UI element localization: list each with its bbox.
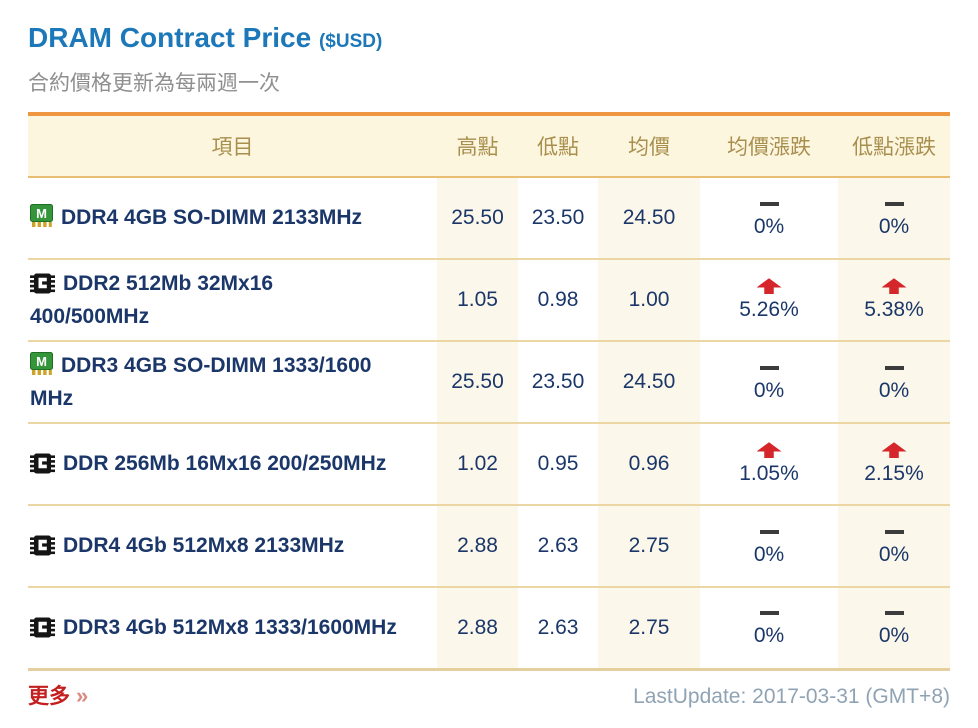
low-change-percent: 0% <box>878 214 910 238</box>
low-change-percent: 0% <box>878 542 910 566</box>
table-row: M DDR3 4GB SO-DIMM 1333/1600 MHz 25.50 2… <box>28 341 950 425</box>
product-name: DDR4 4Gb 512Mx8 2133MHz <box>63 534 345 558</box>
price-table-body: M DDR4 4GB SO-DIMM 2133MHz 25.50 23.50 2… <box>28 177 950 671</box>
avg-change-cell: 5.26% <box>700 259 838 343</box>
low-change-percent: 2.15% <box>864 462 924 486</box>
product-cell: DDR2 512Mb 32Mx16 400/500MHz <box>28 259 437 343</box>
avg-change-percent: 0% <box>753 378 785 402</box>
more-link[interactable]: 更多» <box>28 680 88 710</box>
high-price: 25.50 <box>437 341 518 425</box>
avg-price: 1.00 <box>598 259 700 343</box>
product-cell: DDR3 4Gb 512Mx8 1333/1600MHz <box>28 587 437 671</box>
table-header-row: 項目 高點 低點 均價 均價漲跌 低點漲跌 <box>28 114 950 179</box>
avg-change-percent: 0% <box>753 624 785 648</box>
product-name: DDR3 4GB SO-DIMM 1333/1600 MHz <box>30 353 372 411</box>
avg-change-cell: 0% <box>700 341 838 425</box>
price-table: 項目 高點 低點 均價 均價漲跌 低點漲跌 M DDR4 4GB SO-DIMM… <box>28 112 950 671</box>
low-price: 23.50 <box>518 341 598 425</box>
column-header-high: 高點 <box>437 114 518 179</box>
column-header-avg-change: 均價漲跌 <box>700 114 838 179</box>
low-change-percent: 5.38% <box>864 298 924 322</box>
last-update-timestamp: LastUpdate: 2017-03-31 (GMT+8) <box>633 684 950 708</box>
svg-text:M: M <box>36 206 47 221</box>
double-chevron-right-icon: » <box>76 682 89 708</box>
chip-icon <box>30 535 55 556</box>
column-header-avg: 均價 <box>598 114 700 179</box>
table-row: DDR 256Mb 16Mx16 200/250MHz 1.02 0.95 0.… <box>28 423 950 507</box>
table-row: DDR2 512Mb 32Mx16 400/500MHz 1.05 0.98 1… <box>28 259 950 343</box>
avg-price: 0.96 <box>598 423 700 507</box>
product-name: DDR3 4Gb 512Mx8 1333/1600MHz <box>63 616 397 640</box>
high-price: 2.88 <box>437 505 518 589</box>
low-price: 23.50 <box>518 177 598 261</box>
low-change-cell: 5.38% <box>838 259 950 343</box>
product-name: DDR 256Mb 16Mx16 200/250MHz <box>63 452 387 476</box>
flat-dash-icon <box>759 529 779 534</box>
up-arrow-icon <box>881 278 907 295</box>
low-change-percent: 0% <box>878 378 910 402</box>
product-name: DDR4 4GB SO-DIMM 2133MHz <box>61 206 363 230</box>
flat-dash-icon <box>759 201 779 206</box>
flat-dash-icon <box>884 529 904 534</box>
avg-change-percent: 0% <box>753 214 785 238</box>
currency-note: ($USD) <box>318 31 383 52</box>
avg-change-cell: 0% <box>700 505 838 589</box>
module-icon: M <box>30 204 53 228</box>
product-name: DDR2 512Mb 32Mx16 400/500MHz <box>30 271 274 329</box>
product-cell: M DDR3 4GB SO-DIMM 1333/1600 MHz <box>28 341 437 425</box>
table-footer: 更多» LastUpdate: 2017-03-31 (GMT+8) <box>28 680 950 710</box>
dram-contract-price-widget: DRAM Contract Price ($USD) 合約價格更新為每兩週一次 … <box>28 22 950 710</box>
column-header-item: 項目 <box>28 114 437 179</box>
up-arrow-icon <box>756 278 782 295</box>
avg-change-percent: 5.26% <box>739 298 799 322</box>
chip-icon <box>30 273 55 294</box>
flat-dash-icon <box>759 611 779 616</box>
svg-text:M: M <box>36 354 47 369</box>
high-price: 1.02 <box>437 423 518 507</box>
low-price: 0.98 <box>518 259 598 343</box>
low-price: 0.95 <box>518 423 598 507</box>
update-frequency-note: 合約價格更新為每兩週一次 <box>28 72 280 96</box>
page-title: DRAM Contract Price ($USD) <box>28 22 950 54</box>
low-change-percent: 0% <box>878 624 910 648</box>
avg-change-cell: 1.05% <box>700 423 838 507</box>
more-link-label: 更多 <box>28 684 70 708</box>
flat-dash-icon <box>759 365 779 370</box>
flat-dash-icon <box>884 201 904 206</box>
high-price: 1.05 <box>437 259 518 343</box>
avg-price: 24.50 <box>598 341 700 425</box>
avg-change-cell: 0% <box>700 177 838 261</box>
low-price: 2.63 <box>518 505 598 589</box>
avg-change-percent: 0% <box>753 542 785 566</box>
table-row: M DDR4 4GB SO-DIMM 2133MHz 25.50 23.50 2… <box>28 177 950 261</box>
chip-icon <box>30 453 55 474</box>
product-cell: M DDR4 4GB SO-DIMM 2133MHz <box>28 177 437 261</box>
avg-price: 24.50 <box>598 177 700 261</box>
avg-price: 2.75 <box>598 505 700 589</box>
table-row: DDR3 4Gb 512Mx8 1333/1600MHz 2.88 2.63 2… <box>28 587 950 671</box>
table-row: DDR4 4Gb 512Mx8 2133MHz 2.88 2.63 2.75 0… <box>28 505 950 589</box>
product-cell: DDR 256Mb 16Mx16 200/250MHz <box>28 423 437 507</box>
high-price: 25.50 <box>437 177 518 261</box>
low-change-cell: 0% <box>838 341 950 425</box>
up-arrow-icon <box>756 442 782 459</box>
low-change-cell: 0% <box>838 177 950 261</box>
low-change-cell: 0% <box>838 587 950 671</box>
module-icon: M <box>30 351 53 376</box>
flat-dash-icon <box>884 611 904 616</box>
high-price: 2.88 <box>437 587 518 671</box>
avg-change-percent: 1.05% <box>739 462 799 486</box>
avg-change-cell: 0% <box>700 587 838 671</box>
page-title-text: DRAM Contract Price <box>28 22 312 53</box>
avg-price: 2.75 <box>598 587 700 671</box>
column-header-low-change: 低點漲跌 <box>838 114 950 179</box>
flat-dash-icon <box>884 365 904 370</box>
low-change-cell: 2.15% <box>838 423 950 507</box>
up-arrow-icon <box>881 442 907 459</box>
low-price: 2.63 <box>518 587 598 671</box>
chip-icon <box>30 617 55 638</box>
low-change-cell: 0% <box>838 505 950 589</box>
product-cell: DDR4 4Gb 512Mx8 2133MHz <box>28 505 437 589</box>
column-header-low: 低點 <box>518 114 598 179</box>
